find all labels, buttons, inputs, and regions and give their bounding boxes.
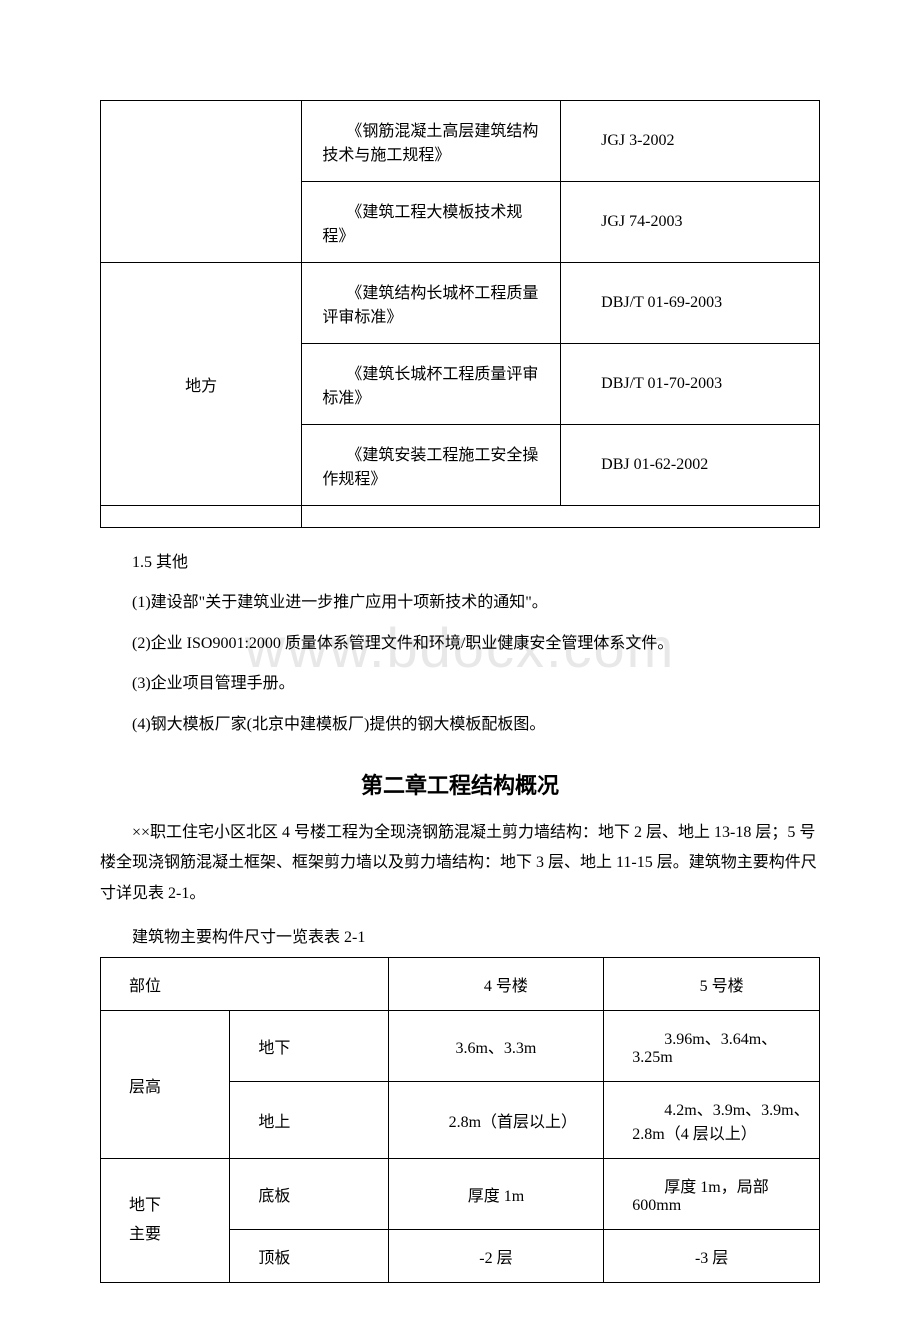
dimension-value-cell: 2.8m（首层以上） <box>388 1082 604 1159</box>
table-row: 部位4 号楼5 号楼 <box>101 958 820 1011</box>
standards-name-cell: 《建筑安装工程施工安全操作规程》 <box>302 425 561 506</box>
chapter-2-desc: ××职工住宅小区北区 4 号楼工程为全现浇钢筋混凝土剪力墙结构：地下 2 层、地… <box>100 818 820 909</box>
standards-code-cell: DBJ/T 01-70-2003 <box>561 344 820 425</box>
dimension-location-cell: 地下 <box>230 1011 388 1082</box>
table-2-1-caption: 建筑物主要构件尺寸一览表表 2-1 <box>100 923 820 947</box>
header-cell: 4 号楼 <box>388 958 604 1011</box>
dimension-location-cell: 底板 <box>230 1159 388 1230</box>
standards-name-cell: 《建筑长城杯工程质量评审标准》 <box>302 344 561 425</box>
standards-code-cell: JGJ 3-2002 <box>561 101 820 182</box>
dimension-value-cell: -3 层 <box>604 1230 820 1283</box>
standards-name-cell: 《钢筋混凝土高层建筑结构技术与施工规程》 <box>302 101 561 182</box>
dimension-part-cell: 层高 <box>101 1011 230 1159</box>
standards-code-cell: JGJ 74-2003 <box>561 182 820 263</box>
standards-table: 《钢筋混凝土高层建筑结构技术与施工规程》JGJ 3-2002 《建筑工程大模板技… <box>100 100 820 528</box>
empty-cell <box>101 506 302 528</box>
table-row: 层高地下3.6m、3.3m 3.96m、3.64m、3.25m <box>101 1011 820 1082</box>
table-row: 地下主要底板厚度 1m 厚度 1m，局部 600mm <box>101 1159 820 1230</box>
section-1-5-title: 1.5 其他 <box>100 548 820 578</box>
standards-category-cell: 地方 <box>101 263 302 506</box>
section-1-5-item: (4)钢大模板厂家(北京中建模板厂)提供的钢大模板配板图。 <box>100 710 820 740</box>
table-row: 地方 《建筑结构长城杯工程质量评审标准》DBJ/T 01-69-2003 <box>101 263 820 344</box>
dimensions-table: 部位4 号楼5 号楼层高地下3.6m、3.3m 3.96m、3.64m、3.25… <box>100 957 820 1283</box>
standards-code-cell: DBJ/T 01-69-2003 <box>561 263 820 344</box>
dimension-location-cell: 地上 <box>230 1082 388 1159</box>
header-cell: 部位 <box>101 958 389 1011</box>
chapter-2-title: 第二章工程结构概况 <box>100 768 820 800</box>
dimension-value-cell: 3.6m、3.3m <box>388 1011 604 1082</box>
section-1-5-item: (1)建设部"关于建筑业进一步推广应用十项新技术的通知"。 <box>100 588 820 618</box>
dimension-location-cell: 顶板 <box>230 1230 388 1283</box>
dimension-value-cell: 4.2m、3.9m、3.9m、2.8m（4 层以上） <box>604 1082 820 1159</box>
table-row <box>101 506 820 528</box>
standards-category-cell <box>101 101 302 263</box>
header-cell: 5 号楼 <box>604 958 820 1011</box>
section-1-5-item: (3)企业项目管理手册。 <box>100 669 820 699</box>
dimension-value-cell: 3.96m、3.64m、3.25m <box>604 1011 820 1082</box>
standards-name-cell: 《建筑结构长城杯工程质量评审标准》 <box>302 263 561 344</box>
dimension-value-cell: 厚度 1m，局部 600mm <box>604 1159 820 1230</box>
standards-name-cell: 《建筑工程大模板技术规程》 <box>302 182 561 263</box>
dimension-part-cell: 地下主要 <box>101 1159 230 1283</box>
page-content: 《钢筋混凝土高层建筑结构技术与施工规程》JGJ 3-2002 《建筑工程大模板技… <box>100 100 820 1283</box>
standards-code-cell: DBJ 01-62-2002 <box>561 425 820 506</box>
dimension-value-cell: 厚度 1m <box>388 1159 604 1230</box>
empty-cell <box>302 506 820 528</box>
dimension-value-cell: -2 层 <box>388 1230 604 1283</box>
section-1-5-item: (2)企业 ISO9001:2000 质量体系管理文件和环境/职业健康安全管理体… <box>100 629 820 659</box>
table-row: 《钢筋混凝土高层建筑结构技术与施工规程》JGJ 3-2002 <box>101 101 820 182</box>
